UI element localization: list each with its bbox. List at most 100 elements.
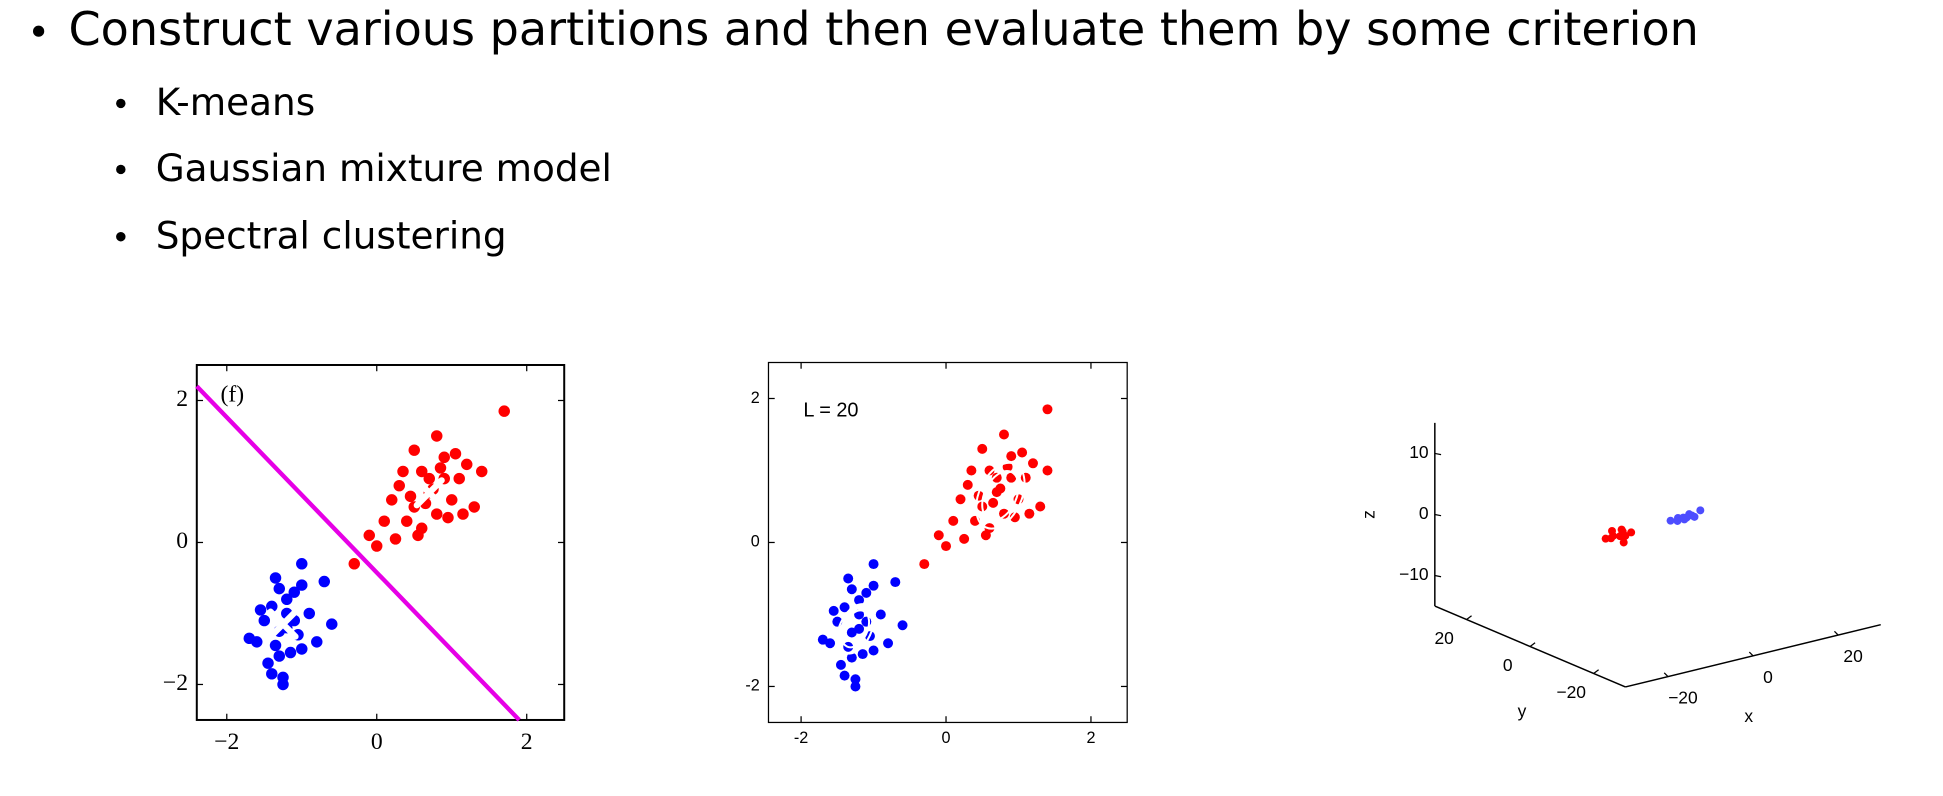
z-tick [1434,513,1442,517]
point [1042,404,1053,415]
point [1042,465,1053,476]
point [854,595,865,606]
x-tick-label: 0 [371,729,383,755]
point [296,558,308,570]
point [393,479,405,492]
point [850,681,861,692]
x-tick-label: 2 [521,729,533,755]
point [476,465,488,478]
bullet-dot [116,98,126,109]
point [416,465,428,478]
y-tick-label: 0 [176,528,188,554]
sub-bullet: Gaussian mixture model [156,146,612,190]
point [311,636,323,648]
point [846,652,857,663]
point [966,465,977,476]
point [318,575,330,588]
point [468,501,480,513]
point [1627,528,1636,537]
point [850,674,861,685]
point [839,602,850,613]
y-axis [1434,605,1626,688]
point [431,430,443,442]
cluster-center [413,477,445,509]
point [991,472,1002,483]
y-tick-label: -2 [745,677,759,695]
point [980,530,991,541]
point [919,559,930,570]
point [386,494,398,506]
point [1666,516,1675,525]
x-tick-label: 20 [1843,646,1863,666]
point [1621,531,1630,540]
x-axis-label: x [1744,706,1753,726]
point [959,533,970,544]
point [397,465,409,478]
z-tick-label: 0 [1419,503,1429,523]
y-tick-label: −20 [1556,682,1586,702]
point [453,472,465,485]
bullet-dot [116,164,126,175]
bullet-dot [116,231,126,242]
sub-bullet: K-means [156,80,315,124]
point [999,508,1009,519]
z-tick [1434,574,1442,578]
point [303,607,315,620]
point [1617,525,1626,534]
point [948,515,959,526]
point [857,649,868,660]
point [1682,513,1691,522]
point [326,618,338,630]
point [461,458,473,471]
point [408,444,420,456]
point [401,515,413,527]
point [839,670,850,681]
z-tick-label: 10 [1409,442,1429,462]
cluster-center [267,608,299,640]
x-tick-label: 2 [1086,729,1095,747]
decision-boundary [195,384,521,722]
gaussian-component [836,603,875,655]
y-tick-label: 2 [751,389,760,407]
point [1006,472,1017,483]
point [273,582,286,595]
x-tick-label: 0 [1763,667,1773,687]
y-tick-label: −2 [163,670,188,696]
point [281,593,293,606]
point [988,497,999,508]
point [933,530,944,541]
point [284,646,297,659]
point [861,587,872,598]
z-tick-label: −10 [1399,564,1429,584]
point [438,451,450,464]
point [449,448,462,460]
x-tick-label: -2 [794,729,808,747]
point [817,634,828,645]
point [446,494,458,506]
point [434,462,447,474]
x-tick-label: 0 [942,729,951,747]
point [995,483,1006,494]
point [269,639,282,652]
y-tick-label: 0 [1503,655,1513,675]
point [442,511,454,524]
point [984,465,995,476]
point [1028,458,1038,469]
point [941,541,952,552]
point [868,559,879,570]
point [277,678,289,691]
point [378,515,390,527]
point [1017,447,1028,458]
point [977,443,988,454]
gaussian-component [975,461,1026,530]
x-tick-label: −20 [1668,688,1698,708]
gaussian-component [840,609,871,649]
point [843,573,854,584]
point [296,643,308,655]
point [846,584,857,595]
point [269,572,282,584]
x-tick [1748,651,1754,657]
point [404,490,417,503]
